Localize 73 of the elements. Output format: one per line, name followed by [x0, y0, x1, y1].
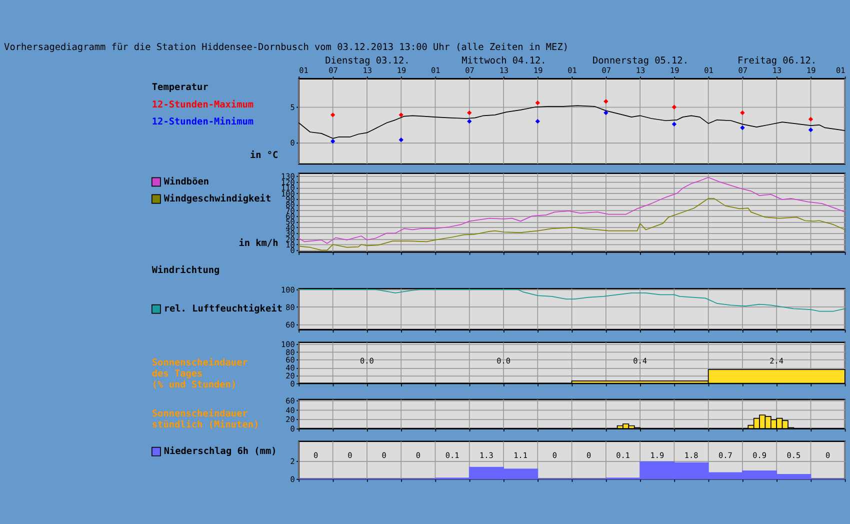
annotation: 0.0 [360, 356, 374, 366]
y-tick-label: 60 [286, 396, 296, 406]
x-tick-label: 19 [670, 66, 680, 76]
data-label: 0.5 [786, 451, 801, 460]
y-tick-label: 80 [286, 348, 296, 357]
data-label: 0 [382, 451, 387, 460]
legend-label: Niederschlag 6h (mm) [164, 446, 277, 458]
x-tick-label: 13 [772, 66, 782, 76]
x-tick-label: 19 [533, 66, 544, 76]
y-tick-label: 100 [280, 340, 296, 349]
y-tick-label: 100 [280, 285, 296, 294]
data-label: 0 [348, 451, 353, 460]
data-label: 0 [416, 451, 421, 460]
x-tick-label: 01 [836, 66, 846, 76]
x-tick-label: 07 [328, 66, 338, 76]
x-tick-label: 01 [431, 66, 441, 76]
data-label: 0 [826, 451, 830, 460]
x-tick-label: 01 [704, 66, 714, 76]
x-tick-label: 01 [568, 66, 578, 76]
data-label: 0.9 [752, 451, 767, 460]
y-tick-label: 40 [286, 406, 296, 415]
y-axis-title: in °C [250, 150, 278, 162]
y-tick-label: 0 [290, 379, 296, 388]
data-label: 1.9 [650, 451, 664, 460]
x2-tick-label: Donnerstag 05.12. [592, 56, 688, 67]
chart-title: Vorhersagediagramm für die Station Hiddensee-Dornbusch vom 03.12.2013 13:00 Uhr (alle Zeiten in MEZ) [4, 42, 568, 53]
x-tick-label: 13 [636, 66, 646, 76]
data-label: 1.8 [684, 451, 699, 460]
y-tick-label: 90 [286, 194, 296, 204]
x-tick-label: 07 [465, 66, 475, 76]
y-tick-label: 60 [286, 320, 296, 330]
data-label: 0.1 [445, 451, 460, 460]
text: 12-Stunden-Maximum [152, 100, 254, 111]
y-tick-label: 20 [286, 415, 296, 424]
legend-label: Windböen [164, 176, 210, 188]
y-tick-label: 40 [286, 364, 296, 373]
y-tick-label: 0 [290, 474, 296, 484]
data-label: 0.7 [718, 451, 733, 460]
x-tick-label: 01 [299, 66, 309, 76]
data-label: 0 [313, 451, 318, 460]
y-axis-title: in km/h [238, 238, 278, 249]
x-tick-label: 07 [602, 66, 612, 76]
y-tick-label: 0 [290, 424, 296, 434]
y-tick-label: 2 [290, 457, 295, 466]
x2-tick-label: Mittwoch 04.12. [462, 56, 546, 67]
text: Sonnenscheindauer des Tages (% und Stunden) [152, 357, 248, 391]
legend-label: rel. Luftfeuchtigkeit [164, 304, 282, 315]
legend-title: Temperatur [152, 82, 209, 93]
data-label: 0.1 [616, 451, 630, 460]
x-tick-label: 13 [499, 66, 509, 76]
x-tick-label: 07 [738, 66, 748, 76]
y-tick-label: 20 [286, 371, 296, 380]
data-label: 0 [552, 451, 558, 460]
annotation: 2.4 [770, 356, 784, 366]
y-tick-label: 80 [286, 302, 296, 312]
x-tick-label: 13 [362, 66, 372, 76]
y-tick-label: 0 [290, 138, 296, 148]
x-tick-label: 19 [806, 66, 816, 76]
data-label: 1.3 [480, 451, 494, 460]
text: Sonnenscheindauer stündlich (Minuten) [152, 408, 260, 431]
data-label: 1.1 [514, 451, 528, 460]
text: Windrichtung [152, 265, 220, 276]
x2-tick-label: Dienstag 03.12. [325, 56, 410, 67]
annotation: 0.4 [633, 356, 648, 366]
y-tick-label: 0 [290, 246, 296, 256]
annotation: 0.0 [496, 356, 511, 366]
data-label: 0 [586, 451, 592, 460]
x-tick-label: 19 [396, 66, 407, 76]
text: 12-Stunden-Minimum [152, 116, 254, 128]
legend-label: Windgeschwindigkeit [164, 194, 272, 205]
y-tick-label: 5 [290, 103, 295, 112]
x2-tick-label: Freitag 06.12. [738, 56, 817, 67]
y-tick-label: 60 [286, 356, 296, 365]
